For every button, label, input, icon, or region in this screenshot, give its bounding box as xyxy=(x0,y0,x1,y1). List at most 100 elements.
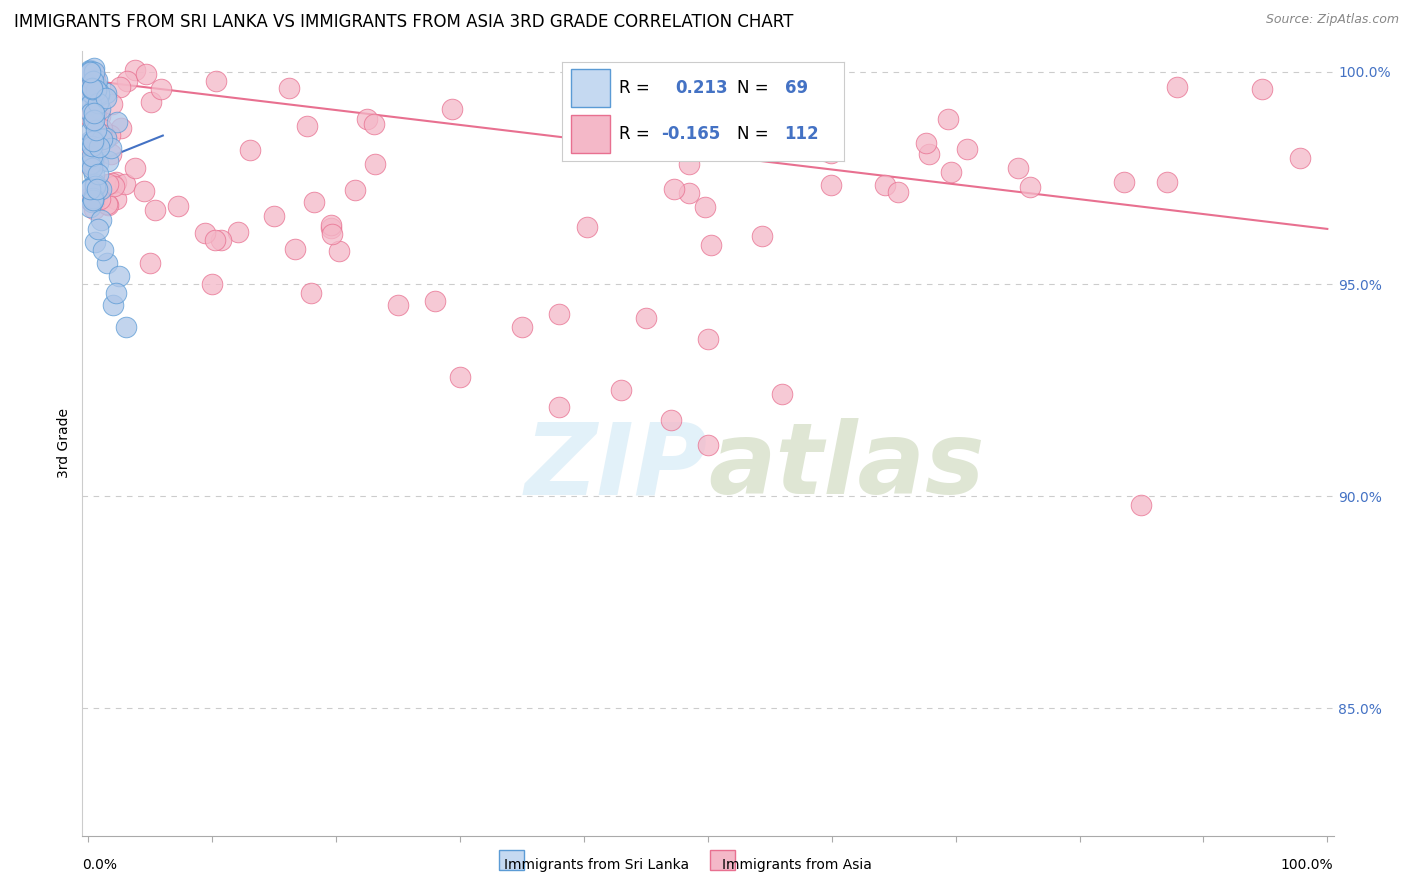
Point xyxy=(321,218,343,232)
Point xyxy=(79,200,101,214)
Point xyxy=(135,67,157,81)
Point xyxy=(87,95,110,110)
Point xyxy=(770,387,793,401)
Point xyxy=(83,167,105,181)
Point xyxy=(79,193,101,207)
Point xyxy=(79,110,101,124)
Point xyxy=(79,190,101,204)
Text: atlas: atlas xyxy=(707,418,984,516)
Point xyxy=(79,158,101,172)
Point xyxy=(103,298,125,312)
Point xyxy=(1289,151,1312,165)
Point xyxy=(79,79,101,94)
Point xyxy=(742,122,765,136)
Point xyxy=(84,177,107,191)
Point xyxy=(82,81,104,95)
Point xyxy=(820,146,842,161)
Point xyxy=(579,110,602,124)
Point xyxy=(82,74,104,88)
Point xyxy=(1019,180,1042,194)
Point xyxy=(96,197,118,211)
Point xyxy=(82,114,104,128)
Point xyxy=(678,157,700,171)
Point xyxy=(82,151,104,165)
Point xyxy=(820,178,842,192)
Point xyxy=(87,140,110,154)
Point xyxy=(211,233,233,247)
Point xyxy=(956,142,979,156)
Point xyxy=(83,88,105,103)
Point xyxy=(80,149,103,163)
Point xyxy=(79,182,101,196)
Point xyxy=(319,221,342,235)
Point xyxy=(363,117,385,131)
Point xyxy=(90,122,112,136)
Point xyxy=(510,319,533,334)
Point xyxy=(887,186,910,200)
Point xyxy=(82,191,104,205)
Point xyxy=(105,115,128,129)
Text: N =: N = xyxy=(737,79,768,97)
Point xyxy=(86,191,108,205)
Point xyxy=(659,413,682,427)
Point xyxy=(295,119,318,133)
Text: 100.0%: 100.0% xyxy=(1281,858,1333,872)
Point xyxy=(941,165,963,179)
Point xyxy=(807,96,830,111)
Point xyxy=(82,103,104,118)
Point xyxy=(90,213,112,227)
Point xyxy=(82,193,104,207)
Point xyxy=(98,128,121,143)
Point xyxy=(79,134,101,148)
Point xyxy=(695,200,717,214)
Point xyxy=(83,65,105,79)
Point xyxy=(548,307,571,321)
Point xyxy=(1114,175,1136,189)
Point xyxy=(1250,81,1272,95)
Text: R =: R = xyxy=(619,79,650,97)
Point xyxy=(83,65,105,79)
Point xyxy=(83,62,105,76)
Point xyxy=(387,298,409,312)
Point xyxy=(83,105,105,120)
Point xyxy=(575,219,598,234)
Point xyxy=(80,156,103,170)
Point xyxy=(83,134,105,148)
Point xyxy=(96,130,118,145)
Point xyxy=(80,161,103,175)
Point xyxy=(90,128,112,142)
Point xyxy=(228,225,250,239)
Point xyxy=(84,104,107,119)
Point xyxy=(97,153,120,168)
Bar xyxy=(571,70,610,107)
Text: Immigrants from Asia: Immigrants from Asia xyxy=(721,858,872,872)
Point xyxy=(662,182,685,196)
Point xyxy=(83,202,105,217)
Point xyxy=(101,176,124,190)
Point xyxy=(166,199,188,213)
Point xyxy=(83,194,105,208)
Text: IMMIGRANTS FROM SRI LANKA VS IMMIGRANTS FROM ASIA 3RD GRADE CORRELATION CHART: IMMIGRANTS FROM SRI LANKA VS IMMIGRANTS … xyxy=(14,13,793,31)
Point xyxy=(84,183,107,197)
Point xyxy=(103,178,125,193)
Point xyxy=(79,157,101,171)
Point xyxy=(696,332,718,346)
Point xyxy=(105,175,128,189)
Text: Immigrants from Sri Lanka: Immigrants from Sri Lanka xyxy=(503,858,689,872)
Point xyxy=(79,85,101,99)
Point xyxy=(1130,498,1153,512)
Text: Source: ZipAtlas.com: Source: ZipAtlas.com xyxy=(1265,13,1399,27)
Point xyxy=(700,238,723,252)
Point xyxy=(87,88,110,103)
Point xyxy=(83,113,105,128)
Point xyxy=(86,83,108,97)
Point xyxy=(449,370,471,384)
Point xyxy=(89,109,111,123)
Point xyxy=(105,192,128,206)
Point xyxy=(104,285,127,300)
Point xyxy=(150,81,173,95)
Point xyxy=(108,80,131,95)
Point xyxy=(263,210,285,224)
Point xyxy=(1156,175,1178,189)
Point xyxy=(100,141,122,155)
